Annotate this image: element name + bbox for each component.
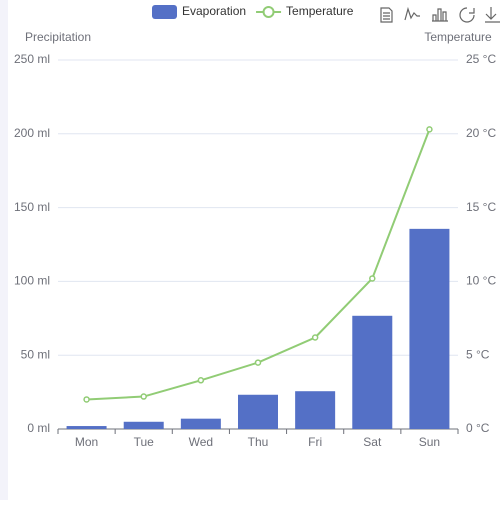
y2-tick-label: 10 °C <box>466 274 496 288</box>
line-icon[interactable] <box>404 6 420 21</box>
x-tick-label: Mon <box>75 435 98 449</box>
bar <box>123 421 164 429</box>
x-tick-label: Tue <box>134 435 155 449</box>
toolbox[interactable] <box>380 6 500 23</box>
bar <box>409 228 450 429</box>
line-point <box>197 377 205 384</box>
x-tick-label: Thu <box>248 435 269 449</box>
x-tick-label: Sun <box>419 435 440 449</box>
y-axis-name: Precipitation <box>25 30 91 44</box>
y2-tick-label: 5 °C <box>466 347 490 361</box>
side-strip <box>0 0 8 500</box>
legend-label: Evaporation <box>182 4 246 18</box>
bar <box>238 394 278 429</box>
y2-axis-name: Temperature <box>424 30 492 44</box>
restore-icon[interactable] <box>459 7 475 23</box>
x-tick-label: Sat <box>363 435 382 449</box>
line-point <box>140 393 147 400</box>
legend-label: Temperature <box>286 4 354 18</box>
legend-swatch <box>152 5 177 19</box>
y-tick-label: 0 ml <box>27 421 50 435</box>
line-point <box>254 359 262 366</box>
y2-tick-label: 0 °C <box>466 421 490 435</box>
y-tick-label: 50 ml <box>21 347 50 361</box>
save-icon[interactable] <box>485 7 500 23</box>
line-point <box>311 334 319 341</box>
y2-tick-label: 15 °C <box>466 200 496 214</box>
bar <box>295 391 336 429</box>
line-point <box>426 126 433 133</box>
y-tick-label: 150 ml <box>14 200 50 214</box>
x-tick-label: Wed <box>189 435 213 449</box>
bar <box>352 315 393 429</box>
bar <box>180 418 221 429</box>
y2-tick-label: 20 °C <box>466 126 496 140</box>
data-view-icon[interactable] <box>380 7 393 23</box>
y-tick-label: 100 ml <box>14 274 50 288</box>
y-tick-label: 200 ml <box>14 126 50 140</box>
y2-tick-label: 25 °C <box>466 52 496 66</box>
line-point <box>369 275 376 282</box>
y-tick-label: 250 ml <box>14 52 50 66</box>
bar-icon[interactable] <box>432 8 448 22</box>
x-tick-label: Fri <box>308 435 322 449</box>
line-point <box>83 396 90 403</box>
bar <box>66 426 107 429</box>
legend-swatch <box>262 6 275 18</box>
